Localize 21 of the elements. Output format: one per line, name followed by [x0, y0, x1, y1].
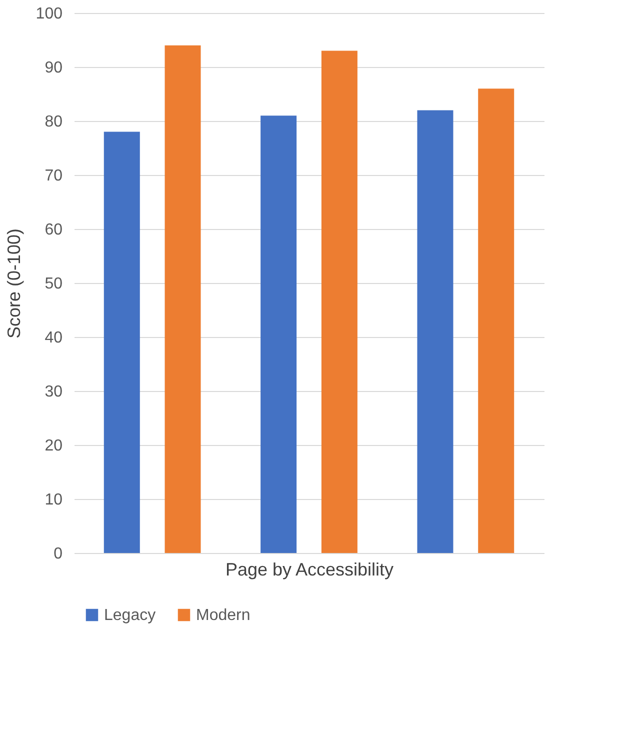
- y-tick-label: 30: [44, 384, 63, 400]
- y-tick-label: 10: [44, 492, 63, 508]
- y-axis-title: Score (0-100): [4, 228, 24, 339]
- bar: [104, 132, 140, 553]
- x-axis-title: Page by Accessibility: [225, 560, 394, 580]
- bar: [417, 110, 454, 553]
- bar: [478, 88, 514, 553]
- y-tick-label: 50: [44, 276, 63, 292]
- y-tick-label: 100: [36, 6, 63, 22]
- legend-label: Modern: [196, 607, 250, 624]
- y-tick-label: 70: [44, 168, 63, 184]
- bar: [321, 50, 358, 553]
- y-tick-label: 60: [44, 222, 63, 238]
- bar: [260, 116, 297, 553]
- y-tick-label: 40: [44, 330, 63, 346]
- bar: [164, 45, 201, 553]
- y-tick-label: 20: [44, 438, 63, 454]
- y-tick-label: 90: [44, 60, 63, 76]
- legend-label: Legacy: [104, 607, 156, 624]
- y-tick-label: 0: [54, 546, 63, 562]
- y-tick-label: 80: [44, 114, 63, 130]
